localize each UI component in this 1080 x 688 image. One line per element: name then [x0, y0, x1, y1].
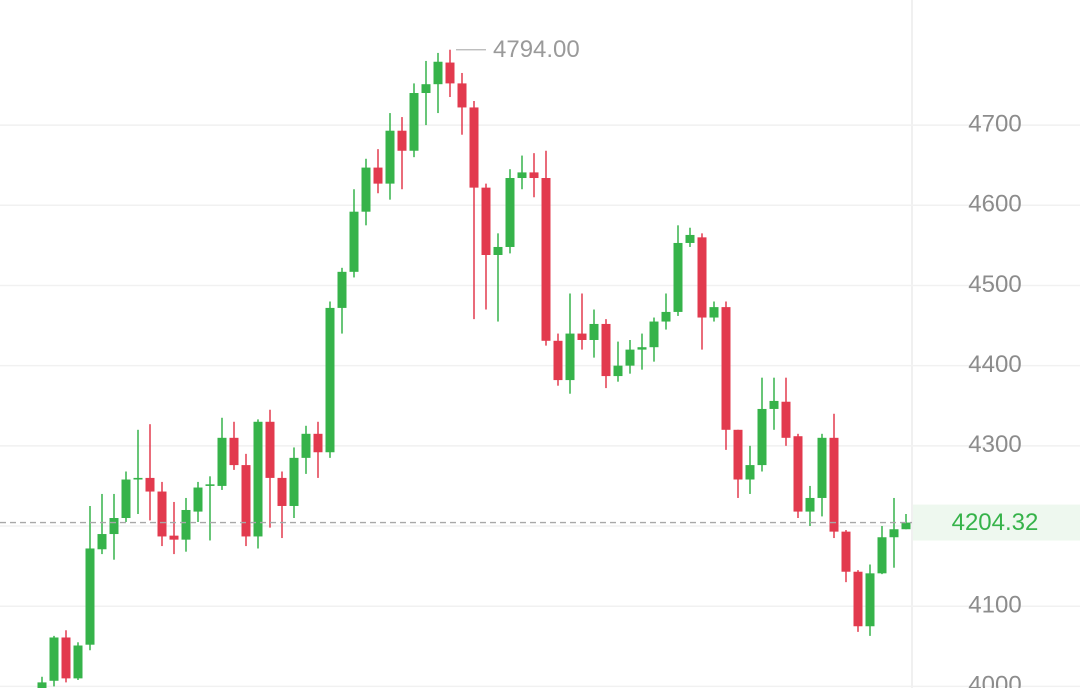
candles [37, 49, 911, 688]
candle-body [169, 535, 179, 540]
candle-body [397, 130, 407, 151]
candle-body [661, 311, 671, 322]
candle-body [109, 518, 119, 535]
candle-body [685, 234, 695, 243]
candle-body [457, 83, 467, 108]
candle-body [709, 307, 719, 318]
candle-body [541, 178, 551, 341]
candle-body [505, 178, 515, 247]
candle-body [193, 487, 203, 512]
candle-body [217, 437, 227, 486]
candle-body [817, 437, 827, 498]
candle-body [61, 637, 71, 679]
candle-body [49, 637, 59, 681]
candle-body [37, 682, 47, 688]
candle-body [421, 84, 431, 94]
candle-body [841, 531, 851, 572]
candle-body [73, 645, 83, 679]
candle-body [553, 340, 563, 381]
candle-body [325, 307, 335, 453]
candle-body [265, 421, 275, 478]
candle-body [781, 401, 791, 438]
candle-body [301, 433, 311, 458]
last-price-label: 4204.32 [952, 509, 1039, 536]
candle-body [385, 130, 395, 184]
candle-body [433, 61, 443, 85]
y-tick-label: 4400 [968, 351, 1021, 378]
candle-body [289, 457, 299, 506]
candle-body [253, 421, 263, 537]
candle-body [481, 187, 491, 255]
candle-body [229, 437, 239, 466]
y-tick-label: 4600 [968, 191, 1021, 218]
candle-body [829, 437, 839, 532]
candle-body [565, 333, 575, 381]
grid [0, 124, 1080, 688]
candle-body [745, 465, 755, 480]
candle-body [865, 573, 875, 627]
candle-body [577, 333, 587, 340]
y-tick-label: 4500 [968, 271, 1021, 298]
candle-body [637, 347, 647, 350]
candle-body [469, 107, 479, 188]
candle-body [613, 365, 623, 377]
candle-body [889, 529, 899, 538]
candle-body [277, 477, 287, 506]
candle-body [589, 323, 599, 340]
candle-body [793, 436, 803, 512]
candle-body [361, 167, 371, 212]
candle-body [733, 429, 743, 480]
high-marker-label: 4794.00 [493, 36, 580, 63]
candle-body [313, 433, 323, 453]
candle-body [769, 400, 779, 409]
y-tick-label: 4300 [968, 431, 1021, 458]
candle-body [97, 534, 107, 550]
candle-body [373, 167, 383, 184]
candle-body [757, 408, 767, 466]
candle-body [697, 237, 707, 318]
candle-body [85, 548, 95, 645]
candle-body [157, 491, 167, 537]
y-tick-label: 4000 [968, 672, 1021, 688]
overlay: 400041004200430044004500460047004794.004… [0, 36, 1080, 688]
candle-body [205, 484, 215, 486]
candle-body [337, 271, 347, 308]
candle-body [445, 62, 455, 84]
candle-body [181, 509, 191, 540]
candle-body [649, 321, 659, 348]
last-price-badge [913, 504, 1080, 541]
candle-body [349, 211, 359, 272]
candle-body [901, 522, 911, 530]
candle-body [517, 172, 527, 179]
candle-body [241, 465, 251, 537]
candle-body [133, 477, 143, 480]
candle-body [493, 246, 503, 255]
candle-body [853, 571, 863, 627]
candle-body [721, 307, 731, 430]
candle-body [673, 242, 683, 312]
candle-body [121, 479, 131, 519]
y-tick-label: 4100 [968, 592, 1021, 619]
candle-body [601, 323, 611, 377]
candle-body [409, 93, 419, 151]
candle-body [877, 537, 887, 574]
candle-body [529, 172, 539, 179]
y-tick-label: 4700 [968, 110, 1021, 137]
candle-body [625, 349, 635, 366]
candle-body [145, 477, 155, 492]
candle-body [805, 497, 815, 512]
